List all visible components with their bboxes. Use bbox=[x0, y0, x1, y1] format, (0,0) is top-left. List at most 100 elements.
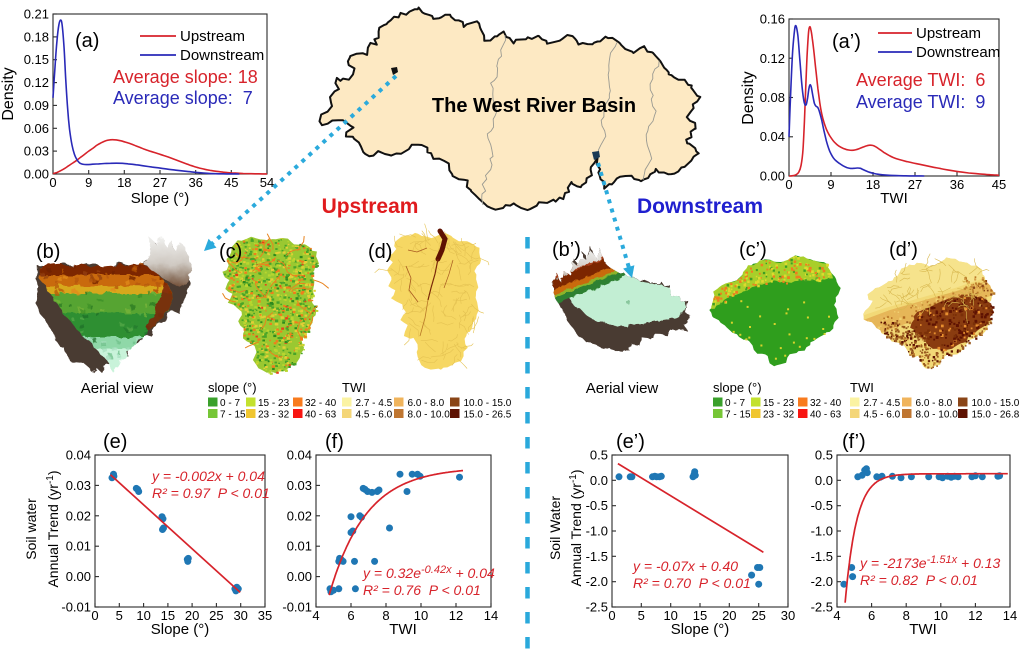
svg-text:12: 12 bbox=[968, 608, 982, 623]
svg-text:-2.0: -2.0 bbox=[586, 574, 608, 589]
svg-text:-2.5: -2.5 bbox=[586, 600, 608, 615]
svg-text:6: 6 bbox=[868, 608, 875, 623]
svg-text:(d): (d) bbox=[368, 241, 392, 263]
svg-text:30: 30 bbox=[781, 608, 795, 623]
svg-text:40 - 63: 40 - 63 bbox=[810, 410, 842, 421]
svg-text:0: 0 bbox=[785, 177, 792, 192]
svg-text:6: 6 bbox=[347, 608, 354, 623]
svg-text:Density: Density bbox=[0, 67, 17, 120]
svg-text:-0.01: -0.01 bbox=[282, 600, 312, 615]
svg-text:-0.01: -0.01 bbox=[61, 600, 91, 615]
svg-text:10: 10 bbox=[663, 608, 677, 623]
svg-text:(b): (b) bbox=[36, 241, 60, 263]
svg-text:-1.5: -1.5 bbox=[811, 549, 833, 564]
svg-text:32 - 40: 32 - 40 bbox=[305, 398, 337, 409]
svg-text:Slope (°): Slope (°) bbox=[151, 621, 210, 638]
svg-text:0.04: 0.04 bbox=[66, 448, 91, 463]
svg-text:9: 9 bbox=[827, 177, 834, 192]
svg-text:15.0 - 26.5: 15.0 - 26.5 bbox=[464, 410, 512, 421]
svg-text:Average TWI: 9: Average TWI: 9 bbox=[856, 92, 985, 112]
svg-text:7 - 15: 7 - 15 bbox=[725, 410, 751, 421]
svg-text:10.0 - 15.0: 10.0 - 15.0 bbox=[972, 398, 1020, 409]
svg-text:0.21: 0.21 bbox=[24, 7, 49, 22]
svg-text:0.02: 0.02 bbox=[66, 508, 91, 523]
svg-text:Aerial view: Aerial view bbox=[81, 380, 154, 397]
svg-text:27: 27 bbox=[153, 175, 167, 190]
svg-text:27: 27 bbox=[908, 177, 922, 192]
svg-text:0.01: 0.01 bbox=[66, 539, 91, 554]
svg-text:5: 5 bbox=[116, 608, 123, 623]
svg-text:14: 14 bbox=[1003, 608, 1017, 623]
svg-text:-0.5: -0.5 bbox=[811, 498, 833, 513]
svg-text:Upstream: Upstream bbox=[916, 25, 981, 42]
svg-text:(b’): (b’) bbox=[552, 239, 581, 261]
svg-text:14: 14 bbox=[484, 608, 498, 623]
svg-text:Slope (°): Slope (°) bbox=[671, 621, 730, 638]
svg-text:slope (°): slope (°) bbox=[208, 380, 257, 395]
svg-text:0.00: 0.00 bbox=[760, 169, 785, 184]
svg-text:(a’): (a’) bbox=[832, 31, 861, 53]
svg-text:Annual Trend (yr-1): Annual Trend (yr-1) bbox=[45, 470, 61, 587]
svg-text:23 - 32: 23 - 32 bbox=[258, 410, 290, 421]
svg-text:0.02: 0.02 bbox=[287, 508, 312, 523]
svg-text:45: 45 bbox=[992, 177, 1006, 192]
svg-text:15 - 23: 15 - 23 bbox=[258, 398, 290, 409]
svg-text:(f): (f) bbox=[325, 431, 344, 453]
svg-text:8: 8 bbox=[903, 608, 910, 623]
svg-text:0.12: 0.12 bbox=[24, 75, 49, 90]
svg-text:TWI: TWI bbox=[389, 621, 417, 638]
svg-text:10: 10 bbox=[414, 608, 428, 623]
svg-text:0 - 7: 0 - 7 bbox=[725, 398, 745, 409]
svg-text:23 - 32: 23 - 32 bbox=[763, 410, 795, 421]
svg-text:0 - 7: 0 - 7 bbox=[220, 398, 240, 409]
svg-text:36: 36 bbox=[188, 175, 202, 190]
svg-text:0.09: 0.09 bbox=[24, 98, 49, 113]
svg-text:Upstream: Upstream bbox=[322, 195, 419, 218]
svg-text:45: 45 bbox=[224, 175, 238, 190]
svg-text:(c): (c) bbox=[219, 241, 242, 263]
svg-text:20: 20 bbox=[722, 608, 736, 623]
svg-text:10.0 - 15.0: 10.0 - 15.0 bbox=[464, 398, 512, 409]
svg-text:0.5: 0.5 bbox=[590, 448, 608, 463]
svg-text:y = -0.002x + 0.04: y = -0.002x + 0.04 bbox=[151, 468, 265, 484]
svg-text:Downstream: Downstream bbox=[180, 47, 264, 64]
svg-text:2.7 - 4.5: 2.7 - 4.5 bbox=[356, 398, 393, 409]
svg-text:y = -0.07x + 0.40: y = -0.07x + 0.40 bbox=[632, 558, 738, 574]
svg-text:Downstream: Downstream bbox=[916, 44, 1000, 61]
svg-text:Average slope: 18: Average slope: 18 bbox=[113, 67, 258, 87]
svg-text:Density: Density bbox=[740, 71, 757, 124]
svg-text:4.5 - 6.0: 4.5 - 6.0 bbox=[356, 410, 393, 421]
svg-text:10: 10 bbox=[136, 608, 150, 623]
svg-text:(a): (a) bbox=[75, 30, 99, 52]
svg-text:54: 54 bbox=[260, 175, 274, 190]
svg-text:Soil Water: Soil Water bbox=[547, 496, 563, 560]
svg-text:0.0: 0.0 bbox=[590, 473, 608, 488]
svg-text:8: 8 bbox=[382, 608, 389, 623]
svg-text:The West River Basin: The West River Basin bbox=[432, 95, 636, 117]
svg-text:18: 18 bbox=[117, 175, 131, 190]
svg-text:4.5 - 6.0: 4.5 - 6.0 bbox=[864, 410, 901, 421]
svg-text:0.04: 0.04 bbox=[760, 129, 785, 144]
svg-text:0.0: 0.0 bbox=[815, 473, 833, 488]
svg-text:(f’): (f’) bbox=[842, 431, 866, 453]
svg-text:30: 30 bbox=[233, 608, 247, 623]
svg-text:0.00: 0.00 bbox=[24, 167, 49, 182]
svg-text:0.00: 0.00 bbox=[66, 569, 91, 584]
svg-text:y = -2173e-1.51x + 0.13: y = -2173e-1.51x + 0.13 bbox=[859, 554, 1001, 571]
svg-text:slope (°): slope (°) bbox=[713, 380, 762, 395]
svg-text:0: 0 bbox=[91, 608, 98, 623]
svg-text:0.12: 0.12 bbox=[760, 51, 785, 66]
svg-text:(e): (e) bbox=[103, 431, 127, 453]
svg-text:0.04: 0.04 bbox=[287, 448, 312, 463]
svg-text:5: 5 bbox=[638, 608, 645, 623]
svg-text:TWI: TWI bbox=[880, 190, 908, 207]
svg-text:R² = 0.76 P < 0.01: R² = 0.76 P < 0.01 bbox=[363, 582, 481, 598]
svg-text:0.03: 0.03 bbox=[66, 478, 91, 493]
svg-text:TWI: TWI bbox=[850, 380, 874, 395]
svg-text:0.18: 0.18 bbox=[24, 29, 49, 44]
svg-text:0.08: 0.08 bbox=[760, 90, 785, 105]
svg-text:R² = 0.82 P < 0.01: R² = 0.82 P < 0.01 bbox=[860, 572, 978, 588]
svg-text:0.16: 0.16 bbox=[760, 12, 785, 27]
svg-text:0.03: 0.03 bbox=[287, 478, 312, 493]
svg-text:15 - 23: 15 - 23 bbox=[763, 398, 795, 409]
